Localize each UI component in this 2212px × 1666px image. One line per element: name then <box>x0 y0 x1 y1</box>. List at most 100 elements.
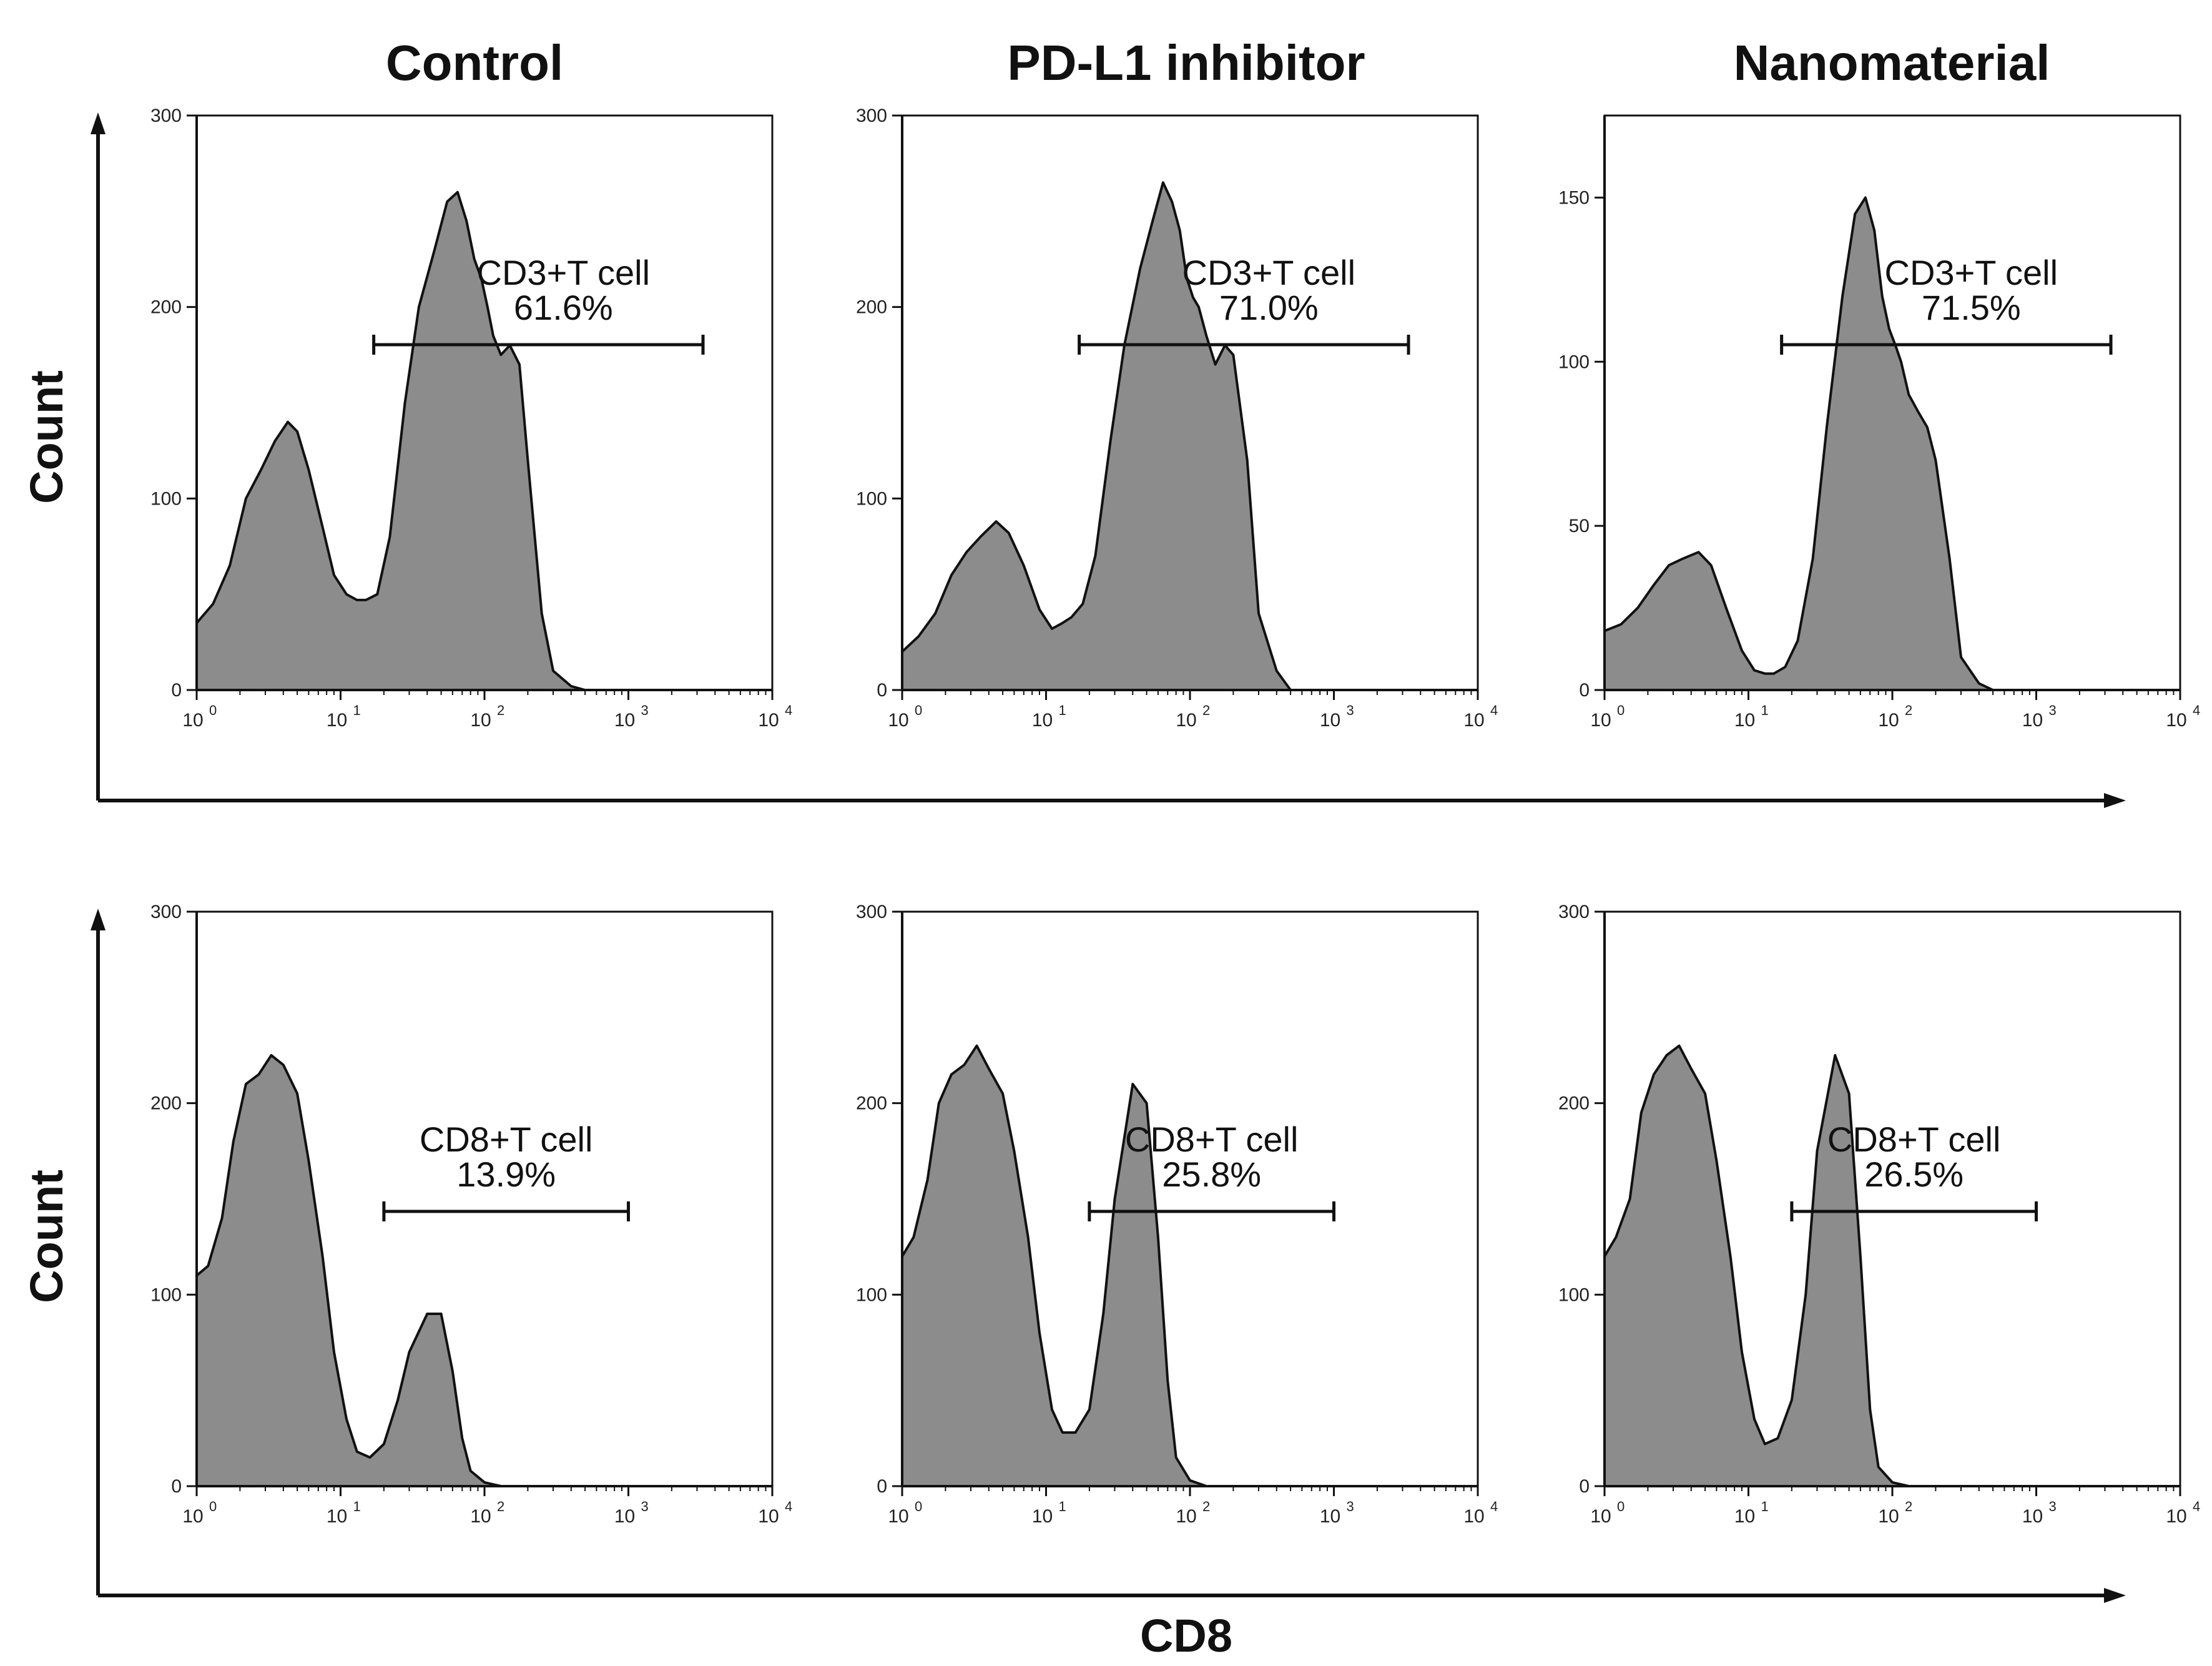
x-tick-exponent: 3 <box>641 1499 649 1514</box>
gate-percent: 25.8% <box>1162 1155 1261 1194</box>
gate-percent: 13.9% <box>456 1155 556 1194</box>
x-tick-exponent: 4 <box>1490 1499 1498 1514</box>
gate-percent: 61.6% <box>514 288 613 327</box>
histogram-area <box>195 190 587 691</box>
x-tick-exponent: 4 <box>2193 1499 2200 1514</box>
y-tick-label: 0 <box>1579 1476 1590 1497</box>
y-label-top: Count <box>21 370 72 504</box>
x-tick-exponent: 0 <box>209 1499 217 1514</box>
x-tick-exponent: 1 <box>353 1499 361 1514</box>
x-tick-exponent: 0 <box>915 1499 922 1514</box>
gate-name: CD8+T cell <box>420 1120 593 1159</box>
y-tick-label: 100 <box>150 1284 182 1305</box>
col-title-control: Control <box>386 35 563 91</box>
x-tick-label: 10 <box>1878 710 1899 731</box>
x-tick-exponent: 0 <box>915 702 922 718</box>
x-tick-exponent: 1 <box>1059 702 1066 718</box>
x-tick-label: 10 <box>327 1506 347 1527</box>
gate-name: CD3+T cell <box>477 253 651 292</box>
y-tick-label: 300 <box>1558 902 1590 922</box>
y-tick-label: 300 <box>150 902 182 922</box>
y-tick-label: 300 <box>150 106 182 126</box>
x-tick-exponent: 1 <box>353 702 361 718</box>
x-tick-label: 10 <box>1320 710 1340 731</box>
x-tick-exponent: 4 <box>2193 702 2200 718</box>
x-tick-exponent: 4 <box>785 702 792 718</box>
x-tick-exponent: 4 <box>785 1499 792 1514</box>
x-tick-label: 10 <box>1176 1506 1196 1527</box>
y-tick-label: 200 <box>150 297 182 318</box>
x-tick-label: 10 <box>1176 710 1196 731</box>
x-tick-exponent: 4 <box>1490 702 1498 718</box>
y-tick-label: 0 <box>171 1476 182 1497</box>
x-tick-label: 10 <box>1734 710 1755 731</box>
x-tick-exponent: 3 <box>2049 702 2057 718</box>
y-tick-label: 200 <box>856 297 887 318</box>
x-tick-exponent: 2 <box>1202 1499 1210 1514</box>
x-tick-exponent: 3 <box>1347 702 1354 718</box>
x-tick-exponent: 3 <box>2049 1499 2057 1514</box>
gate-name: CD3+T cell <box>1182 253 1356 292</box>
y-tick-label: 100 <box>1558 1284 1590 1305</box>
x-tick-label: 10 <box>888 710 908 731</box>
x-tick-exponent: 2 <box>497 1499 504 1514</box>
gate-name: CD8+T cell <box>1827 1120 2001 1159</box>
x-tick-label: 10 <box>1878 1506 1899 1527</box>
x-tick-exponent: 0 <box>1617 702 1625 718</box>
x-tick-label: 10 <box>1463 1506 1484 1527</box>
x-tick-label: 10 <box>1590 1506 1611 1527</box>
x-tick-label: 10 <box>2022 710 2043 731</box>
x-tick-label: 10 <box>470 1506 491 1527</box>
histogram-area <box>901 1044 1208 1487</box>
y-tick-label: 50 <box>1569 516 1590 536</box>
gate-name: CD8+T cell <box>1125 1120 1299 1159</box>
x-tick-label: 10 <box>614 1506 635 1527</box>
x-tick-label: 10 <box>182 710 203 731</box>
x-tick-label: 10 <box>2022 1506 2043 1527</box>
x-tick-label: 10 <box>758 1506 779 1527</box>
row-axis-arrows-bottom <box>91 909 2126 1603</box>
col-title-nanomaterial: Nanomaterial <box>1734 35 2050 91</box>
y-tick-label: 100 <box>856 1284 887 1305</box>
y-tick-label: 200 <box>856 1093 887 1114</box>
x-tick-label: 10 <box>327 710 347 731</box>
col-title-pdl1: PD-L1 inhibitor <box>1007 35 1365 91</box>
x-tick-label: 10 <box>470 710 491 731</box>
y-tick-label: 0 <box>1579 680 1590 701</box>
y-tick-label: 0 <box>171 680 182 701</box>
y-label-bottom: Count <box>21 1170 72 1303</box>
gate-percent: 71.5% <box>1922 288 2021 327</box>
x-tick-exponent: 1 <box>1059 1499 1066 1514</box>
x-tick-label: 10 <box>1032 1506 1053 1527</box>
x-tick-exponent: 2 <box>497 702 504 718</box>
x-tick-label: 10 <box>614 710 635 731</box>
gate-percent: 26.5% <box>1864 1155 1964 1194</box>
y-tick-label: 300 <box>856 106 887 126</box>
y-tick-label: 150 <box>1558 187 1590 208</box>
histogram-area <box>195 1054 503 1487</box>
y-tick-label: 100 <box>856 488 887 509</box>
histogram-area <box>1603 1044 1910 1487</box>
x-tick-exponent: 0 <box>1617 1499 1625 1514</box>
x-tick-label: 10 <box>1590 710 1611 731</box>
x-tick-label: 10 <box>2166 710 2186 731</box>
gate-name: CD3+T cell <box>1885 253 2058 292</box>
y-tick-label: 0 <box>877 1476 887 1497</box>
x-tick-exponent: 0 <box>209 702 217 718</box>
histogram-area <box>1603 196 1995 691</box>
y-tick-label: 300 <box>856 902 887 922</box>
x-label: CD8 <box>1140 1610 1232 1662</box>
y-tick-label: 200 <box>1558 1093 1590 1114</box>
x-tick-exponent: 2 <box>1905 702 1912 718</box>
x-tick-label: 10 <box>2166 1506 2186 1527</box>
y-tick-label: 100 <box>1558 352 1590 372</box>
y-tick-label: 100 <box>150 488 182 509</box>
x-tick-exponent: 2 <box>1202 702 1210 718</box>
row-axis-arrows-top <box>91 112 2126 808</box>
